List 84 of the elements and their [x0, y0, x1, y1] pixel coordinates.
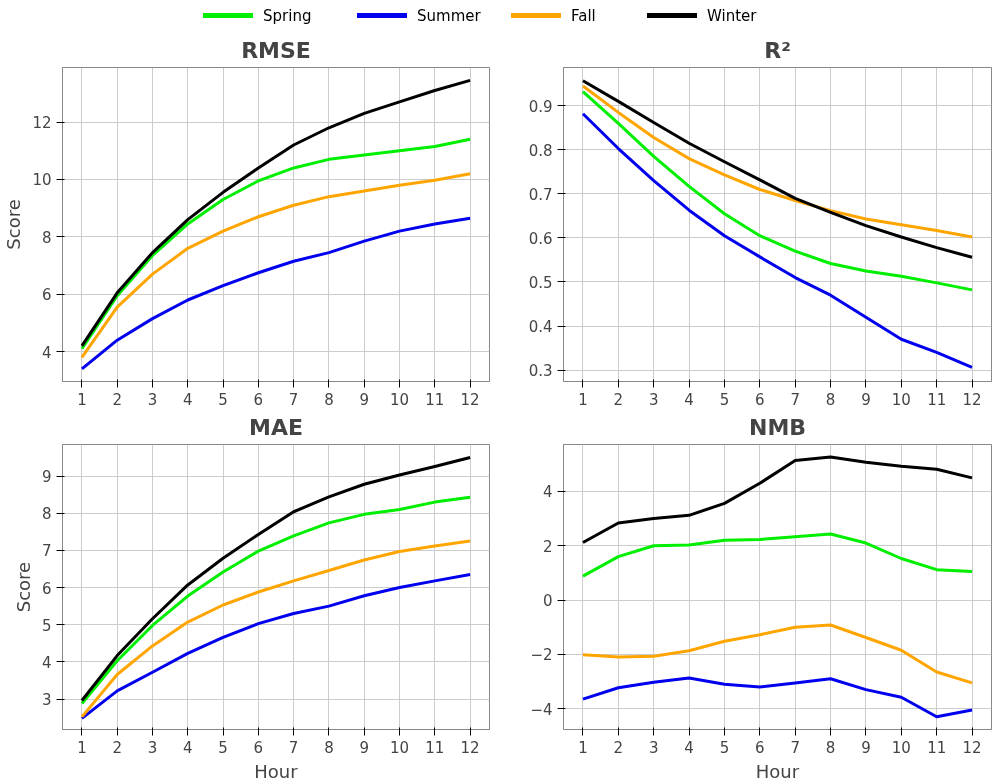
- x-tick-label: 4: [684, 390, 694, 409]
- x-tick-label: 10: [389, 738, 410, 757]
- x-tick-label: 4: [183, 390, 193, 409]
- y-axis-title: Score: [3, 199, 25, 250]
- x-tick-label: 8: [825, 738, 836, 757]
- x-tick-label: 1: [77, 738, 87, 757]
- x-tick-label: 7: [790, 738, 800, 757]
- y-tick-label: 10: [32, 171, 52, 190]
- x-tick-label: 9: [359, 738, 369, 757]
- x-tick-label: 3: [648, 738, 659, 757]
- x-tick-label: 12: [962, 738, 982, 757]
- y-tick-label: −2: [530, 646, 553, 665]
- x-tick-label: 12: [460, 738, 480, 757]
- x-tick-label: 11: [927, 738, 947, 757]
- x-tick-label: 7: [288, 390, 299, 409]
- x-tick-label: 6: [253, 738, 264, 757]
- y-tick-label: 7: [41, 542, 52, 561]
- y-tick-label: 8: [41, 505, 52, 524]
- y-tick-label: 0.5: [528, 273, 553, 292]
- x-tick-label: 5: [218, 390, 228, 409]
- x-tick-label: 12: [460, 390, 480, 409]
- y-tick-label: 0.3: [528, 362, 553, 381]
- x-tick-label: 9: [861, 390, 871, 409]
- y-tick-label: 3: [41, 691, 52, 710]
- x-tick-label: 3: [648, 390, 659, 409]
- legend-label: Spring: [263, 6, 312, 25]
- chart-title: RMSE: [241, 37, 311, 63]
- x-tick-label: 8: [825, 390, 836, 409]
- x-tick-label: 2: [112, 738, 122, 757]
- x-tick-label: 11: [425, 390, 445, 409]
- chart-title: R²: [764, 37, 791, 63]
- x-tick-label: 2: [613, 738, 624, 757]
- x-tick-label: 2: [112, 390, 122, 409]
- y-tick-label: 0.4: [528, 318, 553, 337]
- x-tick-label: 8: [324, 390, 334, 409]
- y-tick-label: 0.6: [528, 229, 553, 248]
- y-tick-label: 6: [41, 286, 52, 305]
- x-tick-label: 12: [962, 390, 982, 409]
- x-tick-label: 7: [288, 738, 299, 757]
- x-tick-label: 10: [891, 390, 911, 409]
- y-tick-label: 6: [41, 579, 52, 598]
- x-tick-label: 6: [755, 738, 765, 757]
- legend-label: Summer: [417, 6, 482, 25]
- y-tick-label: −4: [530, 700, 553, 719]
- x-tick-label: 2: [613, 390, 624, 409]
- x-tick-label: 5: [719, 738, 730, 757]
- x-tick-label: 1: [77, 390, 87, 409]
- y-tick-label: 0.9: [528, 97, 553, 116]
- legend-label: Winter: [707, 6, 758, 25]
- y-tick-label: 4: [41, 653, 52, 672]
- y-tick-label: 8: [41, 228, 52, 247]
- y-tick-label: 12: [32, 114, 52, 133]
- chart-title: MAE: [249, 414, 303, 440]
- x-tick-label: 6: [755, 390, 765, 409]
- x-tick-label: 6: [253, 390, 264, 409]
- x-tick-label: 10: [891, 738, 911, 757]
- x-tick-label: 9: [359, 390, 369, 409]
- x-tick-label: 1: [578, 738, 588, 757]
- x-tick-label: 11: [425, 738, 445, 757]
- x-tick-label: 11: [927, 390, 947, 409]
- x-tick-label: 4: [684, 738, 694, 757]
- x-tick-label: 3: [147, 390, 158, 409]
- y-tick-label: 9: [41, 468, 52, 487]
- x-axis-title: Hour: [755, 760, 800, 782]
- legend-label: Fall: [571, 6, 596, 25]
- x-tick-label: 1: [578, 390, 588, 409]
- x-tick-label: 10: [389, 390, 410, 409]
- x-tick-label: 8: [324, 738, 334, 757]
- x-tick-label: 3: [147, 738, 158, 757]
- x-axis-title: Hour: [254, 760, 299, 782]
- chart-title: NMB: [748, 414, 807, 440]
- x-tick-label: 5: [719, 390, 730, 409]
- x-tick-label: 9: [861, 738, 871, 757]
- y-tick-label: 0.8: [528, 141, 553, 160]
- y-tick-label: 0: [542, 592, 553, 611]
- x-tick-label: 4: [183, 738, 193, 757]
- y-tick-label: 4: [542, 483, 553, 502]
- y-tick-label: 2: [542, 537, 553, 556]
- y-tick-label: 0.7: [528, 185, 553, 204]
- x-tick-label: 7: [790, 390, 800, 409]
- x-tick-label: 5: [218, 738, 228, 757]
- y-tick-label: 5: [41, 616, 52, 635]
- y-axis-title: Score: [12, 561, 34, 613]
- y-tick-label: 4: [41, 343, 52, 362]
